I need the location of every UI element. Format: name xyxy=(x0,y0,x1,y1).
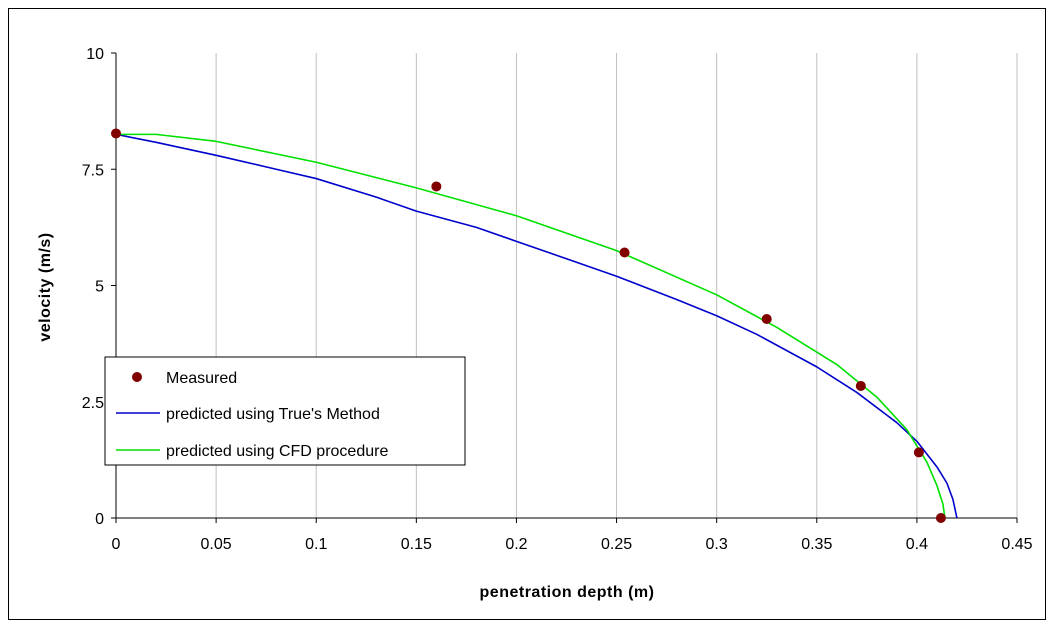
series-line-1 xyxy=(115,133,958,519)
measured-point xyxy=(431,181,442,192)
y-tick-label: 10 xyxy=(86,46,104,63)
x-tick-label: 0.15 xyxy=(401,536,432,553)
x-tick-label: 0.35 xyxy=(801,536,832,553)
x-tick-label: 0 xyxy=(112,536,121,553)
axis-layer: 0 0.05 0.1 0.15 0.2 0.25 0.3 0.35 0.4 0.45 0 2.5 5 7.… xyxy=(82,46,1033,553)
x-tick-label: 0.3 xyxy=(706,536,728,553)
legend-label-trues-method: predicted using True's Method xyxy=(166,406,380,423)
y-tick-label: 5 xyxy=(95,279,104,296)
measured-point xyxy=(855,380,866,391)
y-tick-label: 2.5 xyxy=(82,395,104,412)
x-tick-label: 0.4 xyxy=(906,536,928,553)
x-axis-title: penetration depth (m) xyxy=(480,584,655,601)
measured-point xyxy=(111,128,121,139)
x-tick-label: 0.25 xyxy=(601,536,632,553)
y-axis-title: velocity (m/s) xyxy=(37,232,54,341)
y-tick-label: 7.5 xyxy=(82,162,104,179)
legend-label-cfd-procedure: predicted using CFD procedure xyxy=(166,443,388,460)
legend-label-measured: Measured xyxy=(166,370,237,387)
x-tick-label: 0.45 xyxy=(1001,536,1032,553)
legend-box xyxy=(104,356,466,466)
measured-point xyxy=(761,313,772,324)
series-line-2 xyxy=(116,133,946,519)
y-tick-label: 0 xyxy=(95,511,104,528)
measured-point xyxy=(935,513,946,523)
x-tick-label: 0.05 xyxy=(201,536,232,553)
legend-marker-measured xyxy=(132,372,142,382)
measured-point xyxy=(913,447,924,458)
x-tick-label: 0.1 xyxy=(305,536,327,553)
x-tick-label: 0.2 xyxy=(505,536,527,553)
series-layer xyxy=(111,128,958,523)
measured-point xyxy=(619,247,630,258)
legend: Measured predicted using True's Method p… xyxy=(104,356,466,466)
